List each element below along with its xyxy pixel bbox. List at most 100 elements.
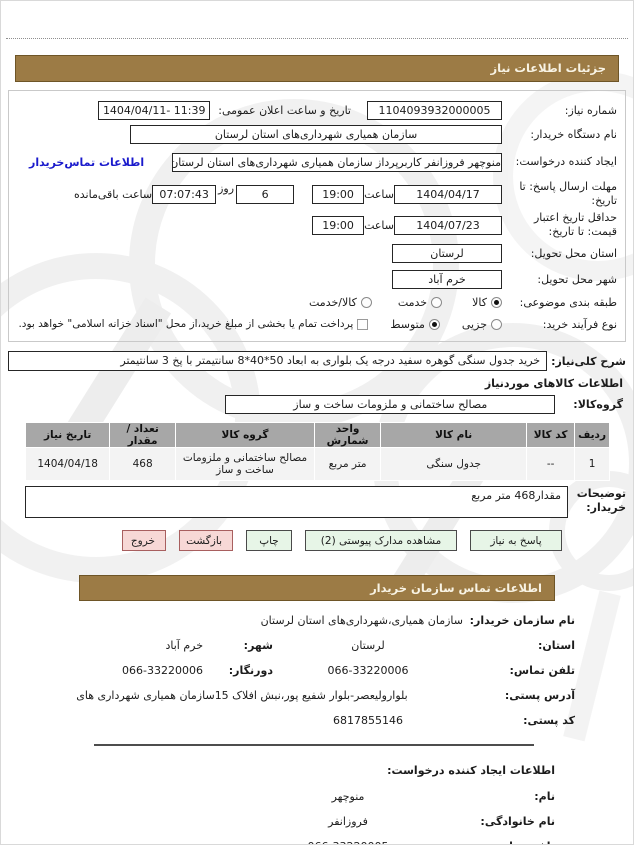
contact-city-label: شهر: (243, 639, 273, 652)
col-row-number: ردیف (575, 423, 609, 447)
creator-first-name-value: منوچهر (331, 790, 365, 803)
contact-org-value: سازمان همیاری،شهرداری‌های استان لرستان (260, 614, 463, 627)
section-divider (94, 744, 534, 746)
need-details-header: جزئیات اطلاعات نیاز (15, 55, 619, 82)
buyer-contact-link[interactable]: اطلاعات تماس‌خریدار (29, 155, 145, 169)
col-goods-group: گروه کالا (176, 423, 314, 447)
creator-last-name-label: نام خانوادگی: (480, 815, 555, 828)
cell-unit: متر مربع (314, 448, 381, 480)
deadline-hour-label: ساعت (364, 187, 394, 201)
back-button[interactable]: بازگشت (179, 530, 233, 551)
process-type-label: نوع فرآیند خرید: (542, 317, 617, 331)
buyer-contact-header-label: اطلاعات تماس سازمان خریدار (370, 581, 542, 595)
contact-postal-code-value: 6817855146 (333, 714, 403, 727)
cell-goods-code: -- (527, 448, 575, 480)
buyer-notes-field[interactable]: مقدار468 متر مربع (25, 486, 568, 518)
cell-goods-group: مصالح ساختمانی و ملزومات ساخت و ساز (176, 448, 314, 480)
day-unit-label: روز (218, 181, 235, 195)
goods-info-heading: اطلاعات کالاهای موردنیاز (484, 377, 623, 390)
contact-city-value: خرم آباد (165, 639, 203, 652)
need-details-form: شماره نیاز: 1104093932000005 تاریخ و ساع… (8, 90, 626, 342)
price-validity-label: حداقل تاریخ اعتبار قیمت: تا تاریخ: (533, 210, 617, 238)
delivery-city-field[interactable]: خرم آباد (392, 269, 502, 289)
respond-to-need-button[interactable]: پاسخ به نیاز (470, 530, 562, 551)
cell-need-date: 1404/04/18 (26, 448, 110, 480)
contact-province-label: استان: (538, 639, 575, 652)
request-creator-section: اطلاعات ایجاد کننده درخواست: نام: منوچهر… (21, 764, 555, 844)
action-buttons: پاسخ به نیاز مشاهده مدارک پیوستی (2) چاپ… (91, 530, 593, 551)
goods-table-row: 1 -- جدول سنگی متر مربع مصالح ساختمانی و… (26, 448, 609, 480)
radio-service-label: خدمت (397, 295, 428, 309)
buyer-org-field[interactable]: سازمان همیاری شهرداری‌های استان لرستان (130, 124, 502, 144)
cell-row-number: 1 (575, 448, 609, 480)
goods-group-field[interactable]: مصالح ساختمانی و ملزومات ساخت و ساز (225, 395, 556, 414)
price-validity-hour-field[interactable]: 19:00 (312, 215, 365, 235)
radio-goods-label: کالا (472, 295, 487, 309)
view-attachments-button[interactable]: مشاهده مدارک پیوستی (2) (305, 530, 457, 551)
announce-datetime-field[interactable]: 1404/04/11- 11:39 (98, 100, 211, 120)
cell-goods-name: جدول سنگی (381, 448, 527, 480)
announce-datetime-label: تاریخ و ساعت اعلان عمومی: (218, 103, 351, 117)
need-number-field[interactable]: 1104093932000005 (367, 100, 502, 120)
radio-goods-service-label: کالا/خدمت (309, 295, 357, 309)
buyer-contact-header: اطلاعات تماس سازمان خریدار (79, 575, 555, 601)
col-goods-code: کد کالا (527, 423, 575, 447)
delivery-city-label: شهر محل تحویل: (537, 272, 617, 286)
need-summary-field[interactable]: خرید جدول سنگی گوهره سفید درجه یک بلواری… (8, 351, 548, 371)
goods-table-header-row: ردیف کد کالا نام کالا واحد شمارش گروه کا… (26, 423, 609, 447)
radio-goods-service[interactable] (360, 296, 372, 308)
contact-address-label: آدرس پستی: (504, 689, 575, 702)
remaining-hours-label: ساعت باقی‌مانده (74, 187, 153, 201)
need-number-label: شماره نیاز: (564, 103, 617, 117)
goods-group-label: گروه‌کالا: (573, 398, 623, 411)
creator-last-name-value: فروزانفر (328, 815, 368, 828)
radio-medium-label: متوسط (390, 317, 425, 331)
contact-org-label: نام سازمان خریدار: (469, 614, 575, 627)
classification-label: طبقه بندی موضوعی: (519, 295, 617, 309)
radio-partial-label: جزیی (461, 317, 487, 331)
top-dotted-divider (6, 38, 628, 39)
contact-phone-value: 066-33220006 (327, 664, 409, 677)
need-details-header-label: جزئیات اطلاعات نیاز (490, 61, 606, 75)
contact-fax-label: دورنگار: (228, 664, 273, 677)
contact-phone-label: تلفن تماس: (509, 664, 575, 677)
need-summary-label: شرح کلی‌نیاز: (551, 354, 626, 368)
request-creator-field[interactable]: منوچهر فروزانفر کاربرپرداز سازمان همیاری… (172, 152, 502, 172)
contact-province-value: لرستان (351, 639, 385, 652)
response-deadline-label: مهلت ارسال پاسخ: تا تاریخ: (519, 179, 617, 207)
col-goods-name: نام کالا (381, 423, 527, 447)
creator-info-heading: اطلاعات ایجاد کننده درخواست: (387, 764, 555, 777)
creator-first-name-label: نام: (534, 790, 555, 803)
treasury-payment-checkbox[interactable] (357, 318, 369, 330)
creator-phone-label: تلفن تماس: (443, 839, 555, 844)
goods-table: ردیف کد کالا نام کالا واحد شمارش گروه کا… (25, 422, 610, 481)
buyer-notes-label: توضیحات خریدار: (576, 487, 626, 515)
contact-address-value: بلوارولیعصر-بلوار شفیع پور،نبش افلاک 15س… (76, 689, 408, 702)
delivery-province-field[interactable]: لرستان (392, 243, 502, 263)
col-unit: واحد شمارش (314, 423, 381, 447)
contact-fax-value: 066-33220006 (122, 664, 203, 677)
radio-partial[interactable] (491, 318, 502, 330)
exit-button[interactable]: خروج (122, 530, 166, 551)
delivery-province-label: استان محل تحویل: (530, 246, 617, 260)
remaining-days-field[interactable]: 6 (236, 184, 295, 204)
contact-postal-code-label: کد پستی: (523, 714, 575, 727)
price-validity-date-field[interactable]: 1404/07/23 (394, 215, 502, 235)
price-validity-hour-label: ساعت (364, 218, 394, 232)
radio-medium[interactable] (428, 318, 440, 330)
creator-phone-value: 066-33220005 (253, 839, 443, 844)
cell-quantity: 468 (110, 448, 175, 480)
radio-service[interactable] (431, 296, 443, 308)
radio-goods[interactable] (491, 296, 502, 308)
buyer-contact-section: نام سازمان خریدار: سازمان همیاری،شهرداری… (21, 613, 575, 738)
request-creator-label: ایجاد کننده درخواست: (515, 154, 617, 168)
buyer-org-label: نام دستگاه خریدار: (530, 127, 617, 141)
print-button[interactable]: چاپ (246, 530, 292, 551)
response-deadline-hour-field[interactable]: 19:00 (312, 184, 365, 204)
response-deadline-date-field[interactable]: 1404/04/17 (394, 184, 502, 204)
col-quantity: تعداد / مقدار (110, 423, 175, 447)
treasury-payment-checkbox-label: پرداخت تمام یا بخشی از مبلغ خرید،از محل … (18, 318, 354, 330)
col-need-date: تاریخ نیاز (26, 423, 110, 447)
remaining-time-field[interactable]: 07:07:43 (152, 184, 217, 204)
